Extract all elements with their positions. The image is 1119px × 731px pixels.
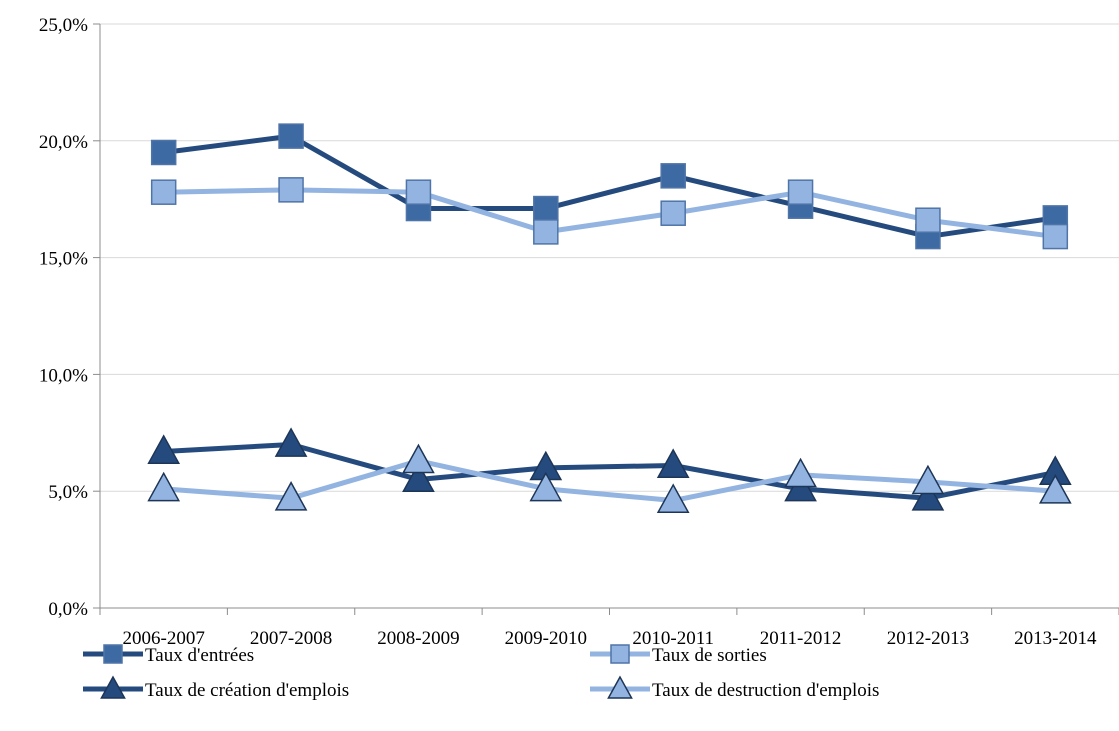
data-point	[784, 457, 817, 488]
data-point	[274, 427, 308, 457]
data-point	[1038, 474, 1072, 504]
data-point	[533, 219, 559, 245]
data-point	[405, 179, 432, 205]
x-tick-label: 2012-2013	[887, 628, 969, 649]
x-tick-label: 2013-2014	[1014, 628, 1097, 649]
legend-label: Taux de destruction d'emplois	[652, 680, 879, 701]
data-point	[660, 200, 686, 226]
data-point	[402, 443, 435, 474]
data-point	[787, 179, 814, 205]
series-3	[147, 443, 1072, 513]
data-point	[147, 434, 181, 464]
data-point	[150, 139, 177, 166]
data-point	[402, 462, 435, 492]
axes	[99, 24, 1119, 609]
legend-label: Taux d'entrées	[145, 645, 254, 666]
y-tick-label: 5,0%	[48, 482, 88, 503]
series-line	[163, 187, 1056, 240]
data-point	[278, 123, 304, 149]
data-point	[656, 448, 690, 478]
series-layer	[147, 123, 1072, 513]
legend-marker	[610, 644, 630, 664]
x-tick-label: 2008-2009	[377, 628, 459, 649]
legend-marker	[103, 644, 123, 664]
data-point	[911, 481, 945, 511]
legend-entry: Taux d'entrées	[83, 644, 254, 666]
series-line	[163, 458, 1056, 504]
y-tick-label: 25,0%	[39, 15, 88, 36]
x-tick-label: 2010-2011	[632, 628, 714, 649]
x-axis-ticks: 2006-2007 2007-2008 2008-2009 2009-2010 2010…	[99, 608, 1119, 649]
data-point	[656, 483, 690, 513]
data-point	[278, 177, 304, 203]
data-point	[150, 179, 177, 205]
data-point	[911, 464, 945, 495]
legend: Taux d'entrées Taux de sorties Taux de cré…	[83, 644, 879, 701]
legend-entry: Taux de sorties	[590, 644, 767, 666]
data-point	[660, 163, 686, 189]
series-2	[147, 427, 1072, 511]
legend-label: Taux de création d'emplois	[145, 680, 349, 701]
data-point	[1042, 223, 1069, 250]
x-tick-label: 2009-2010	[505, 628, 587, 649]
data-point	[915, 207, 941, 233]
series-1	[150, 177, 1069, 250]
x-tick-label: 2006-2007	[123, 628, 205, 649]
legend-marker	[607, 675, 633, 699]
series-line	[163, 441, 1056, 501]
data-point	[274, 481, 308, 511]
legend-entry: Taux de création d'emplois	[83, 675, 349, 701]
legend-entry: Taux de destruction d'emplois	[590, 675, 879, 701]
series-line	[163, 133, 1056, 240]
y-tick-label: 15,0%	[39, 249, 88, 270]
data-point	[533, 195, 559, 222]
data-point	[147, 471, 181, 502]
y-axis-ticks: 0,0% 5,0% 10,0% 15,0% 20,0% 25,0%	[39, 15, 100, 620]
gridlines	[100, 23, 1119, 492]
x-tick-label: 2007-2008	[250, 628, 332, 649]
y-tick-label: 0,0%	[48, 599, 88, 620]
legend-label: Taux de sorties	[652, 645, 767, 666]
y-tick-label: 10,0%	[39, 365, 88, 386]
data-point	[529, 471, 563, 502]
legend-marker	[100, 675, 126, 699]
x-tick-label: 2011-2012	[760, 628, 842, 649]
y-tick-label: 20,0%	[39, 132, 88, 153]
